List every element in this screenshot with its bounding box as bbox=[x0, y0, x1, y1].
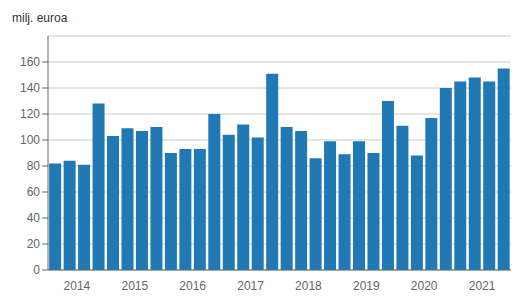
svg-text:2020: 2020 bbox=[411, 279, 438, 293]
svg-text:2017: 2017 bbox=[237, 279, 264, 293]
svg-text:80: 80 bbox=[27, 159, 41, 173]
html-text:milj. euroa: milj. euroa bbox=[12, 11, 68, 25]
svg-text:0: 0 bbox=[33, 263, 40, 277]
svg-text:20: 20 bbox=[27, 237, 41, 251]
svg-text:2018: 2018 bbox=[295, 279, 322, 293]
svg-text:140: 140 bbox=[20, 81, 40, 95]
svg-text:2019: 2019 bbox=[353, 279, 380, 293]
svg-text:2014: 2014 bbox=[64, 279, 91, 293]
svg-text:2016: 2016 bbox=[179, 279, 206, 293]
svg-text:2015: 2015 bbox=[121, 279, 148, 293]
svg-text:60: 60 bbox=[27, 185, 41, 199]
svg-text:120: 120 bbox=[20, 107, 40, 121]
svg-text:2021: 2021 bbox=[469, 279, 496, 293]
svg-text:100: 100 bbox=[20, 133, 40, 147]
svg-text:160: 160 bbox=[20, 55, 40, 69]
svg-text:40: 40 bbox=[27, 211, 41, 225]
